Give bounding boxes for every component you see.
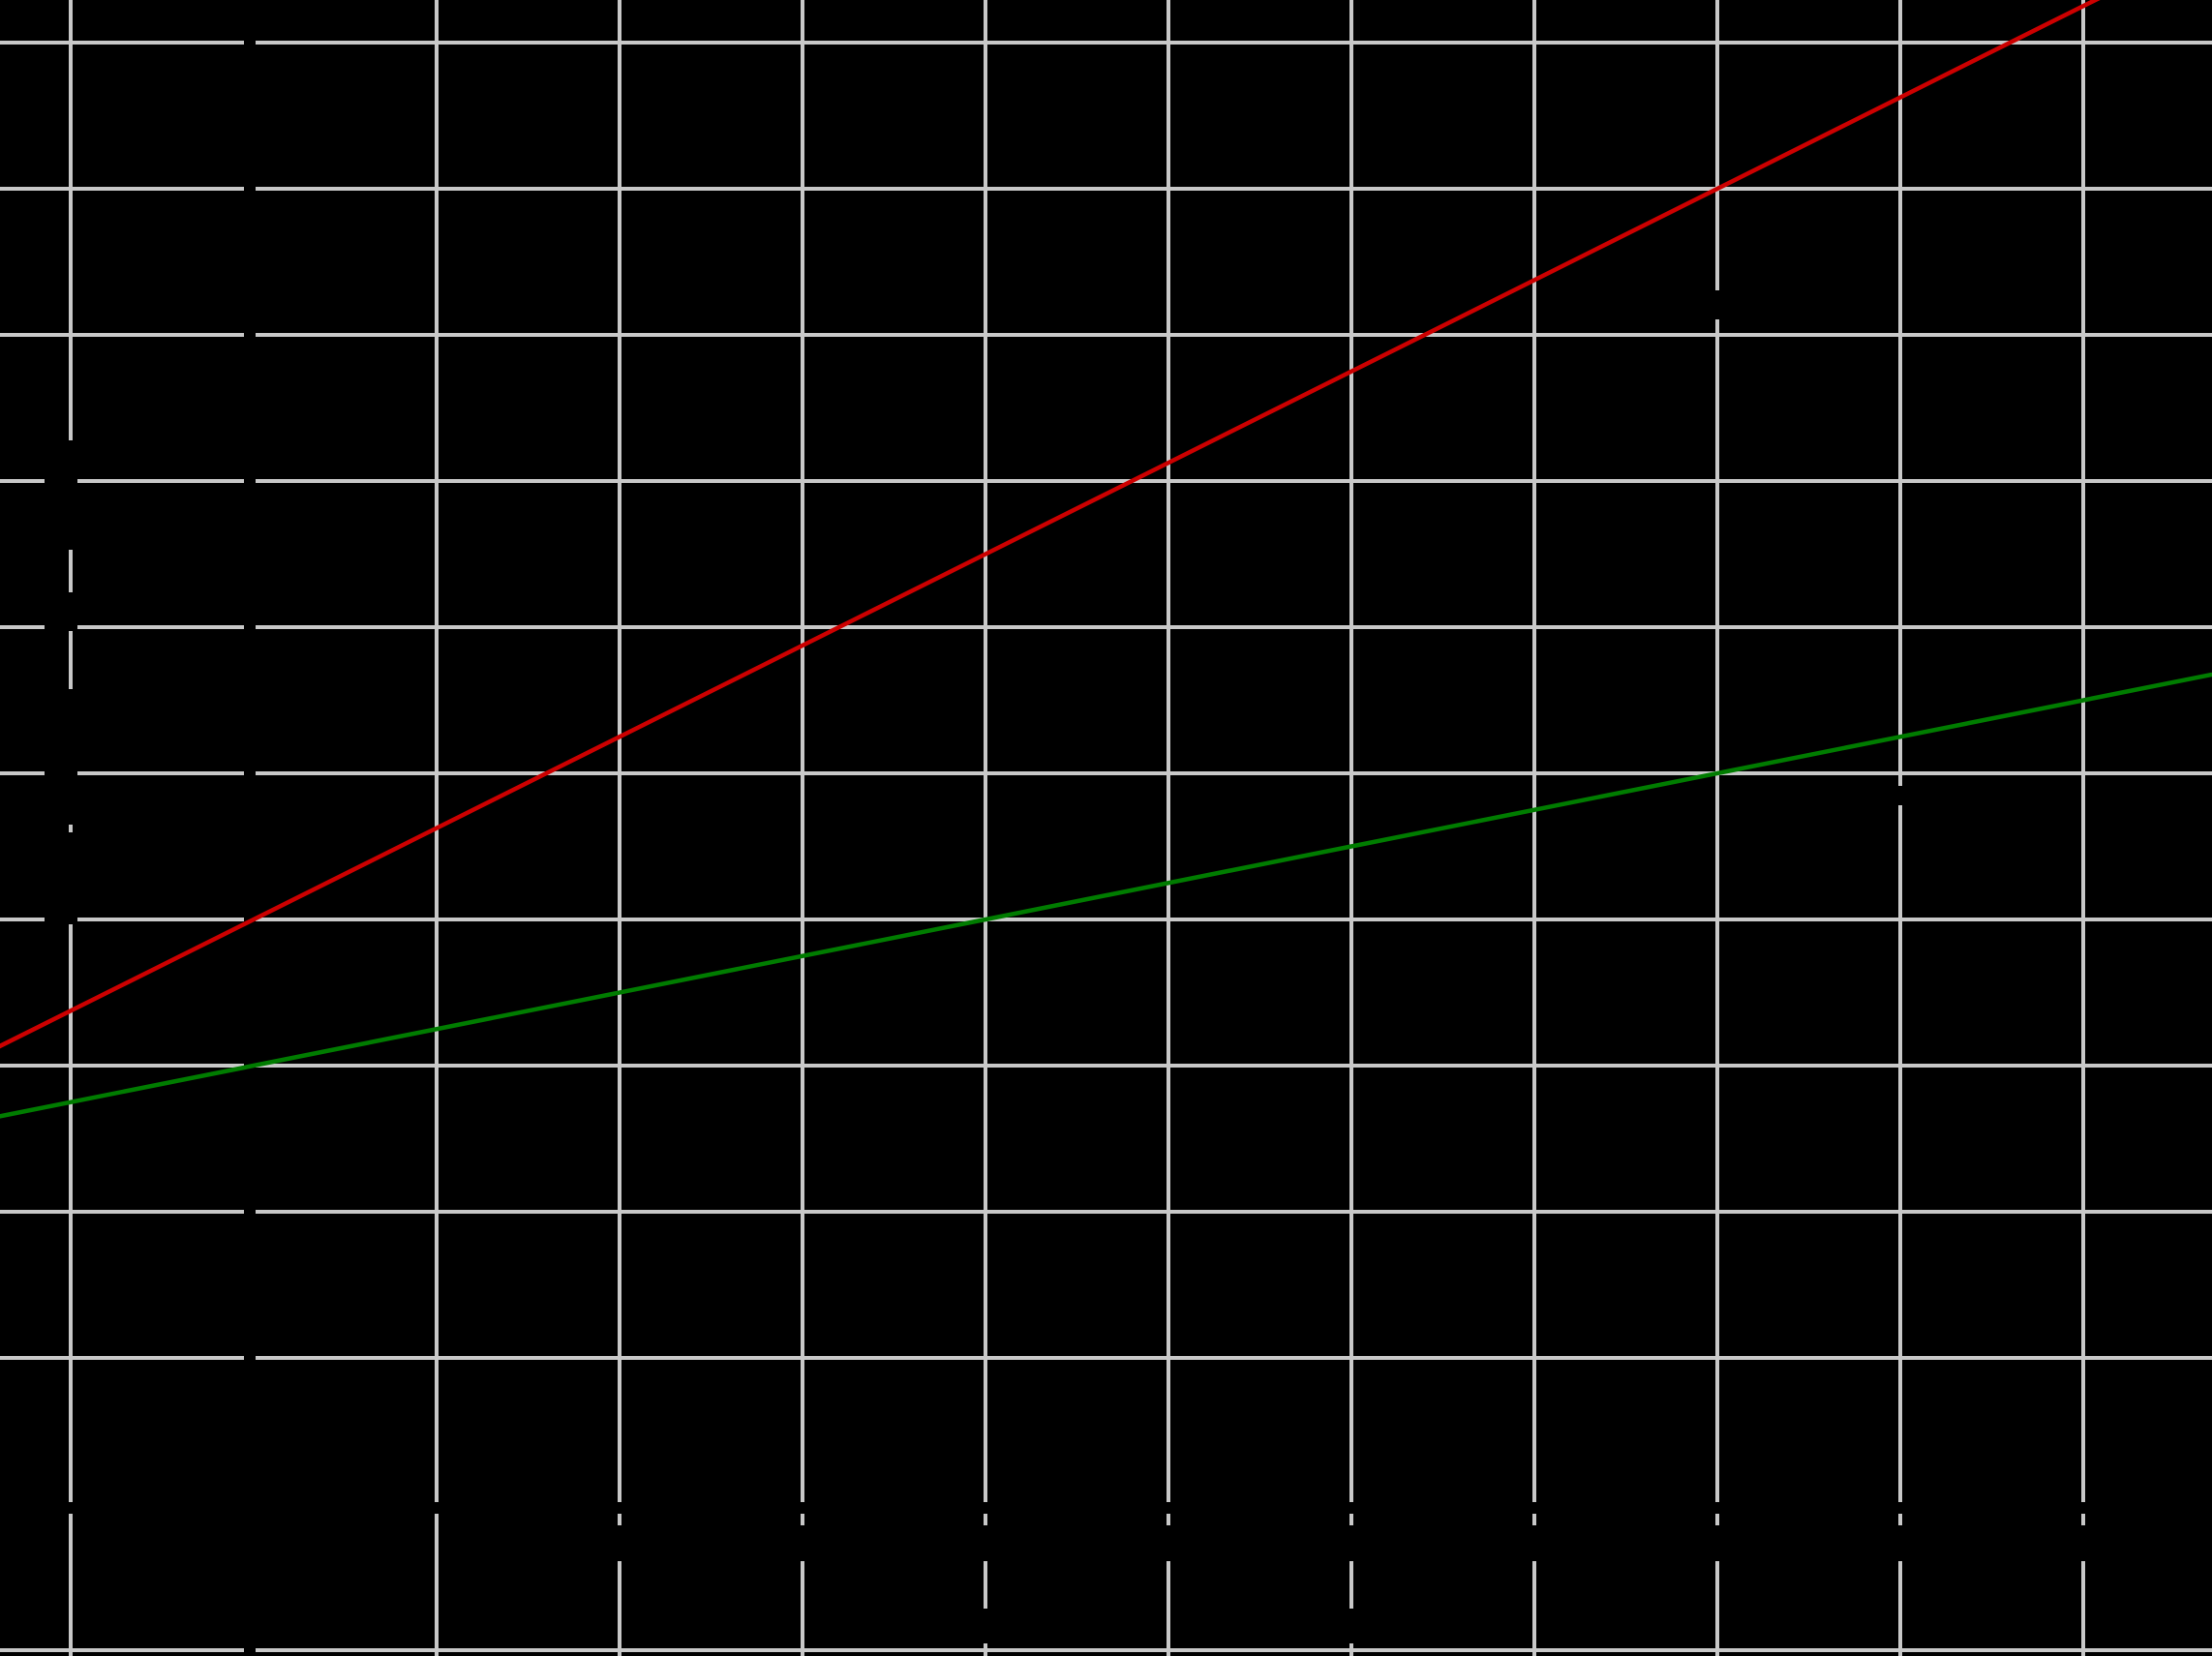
red-line-function[interactable] xyxy=(0,0,2211,1049)
hidden-object-label-occluder xyxy=(1700,290,1733,319)
hidden-x-tick-label-occluder xyxy=(1155,1525,1182,1561)
hidden-y-axis-title-occluder xyxy=(45,440,77,550)
hidden-x-tick-label-occluder xyxy=(606,1525,633,1561)
hidden-x-axis-title-occluder xyxy=(1249,1609,1399,1643)
green-line-function[interactable] xyxy=(0,672,2212,1119)
hidden-x-tick-label-occluder xyxy=(1887,1525,1914,1561)
hidden-x-tick-label-occluder xyxy=(1704,1525,1731,1561)
hidden-x-tick-label-occluder xyxy=(1521,1525,1548,1561)
hidden-x-tick-label-occluder xyxy=(972,1525,999,1561)
hidden-x-tick-label-occluder xyxy=(789,1525,816,1561)
hidden-object-label-occluder xyxy=(1888,786,1909,805)
hidden-y-axis-title-occluder xyxy=(45,832,77,924)
hidden-x-tick-label-occluder xyxy=(1338,1525,1365,1561)
hidden-x-axis-title-occluder xyxy=(958,1609,1123,1643)
hidden-y-axis-title-occluder xyxy=(45,689,77,825)
hidden-y-axis-title-occluder xyxy=(45,592,77,631)
hidden-x-tick-label-occluder xyxy=(2070,1525,2097,1561)
